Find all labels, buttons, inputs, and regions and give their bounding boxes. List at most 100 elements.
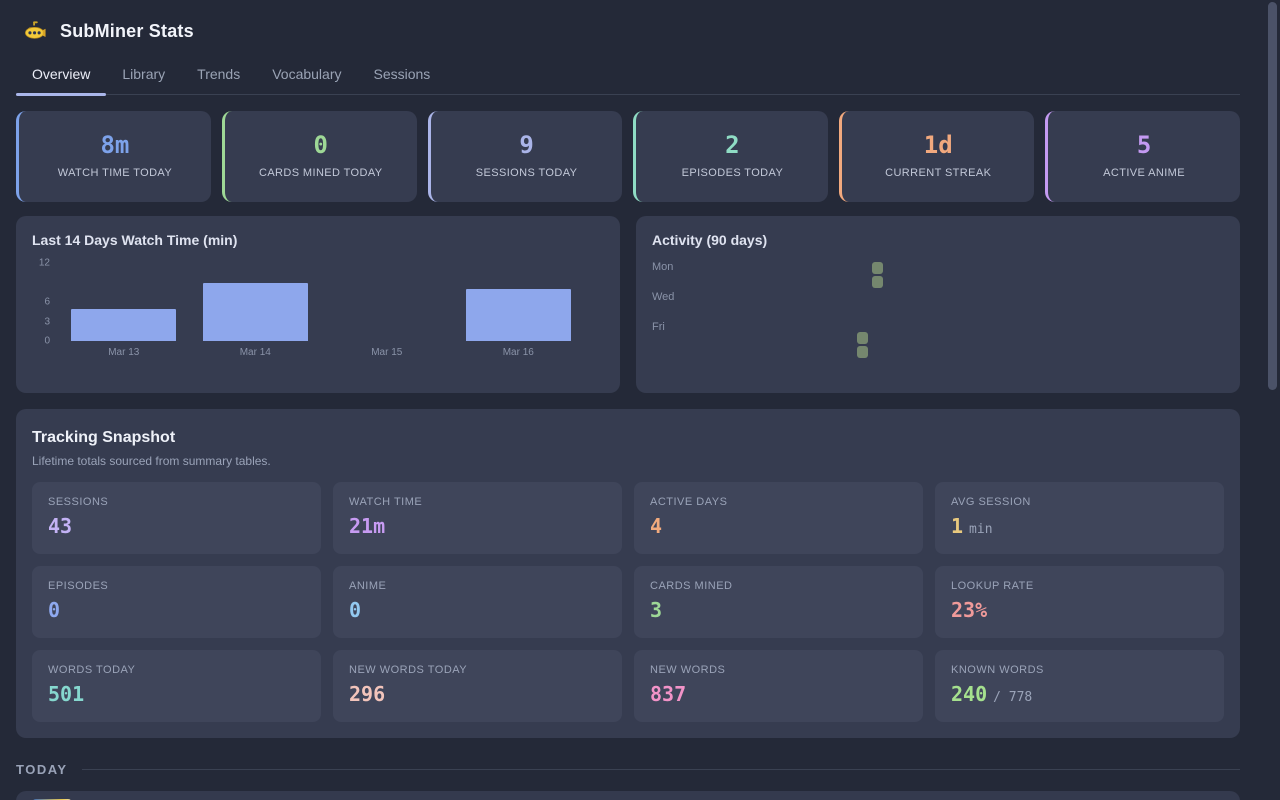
tile-value: 43: [48, 514, 73, 538]
chart-plot-area: [58, 257, 604, 341]
stat-card-watch-time-today: 8m WATCH TIME TODAY: [16, 111, 211, 202]
y-tick-label: 3: [44, 316, 50, 327]
x-tick-label: Mar 16: [502, 347, 534, 358]
snapshot-tile-episodes: EPISODES 0: [32, 566, 321, 638]
tab-bar: Overview Library Trends Vocabulary Sessions: [16, 60, 1240, 96]
snapshot-tile-anime: ANIME 0: [333, 566, 622, 638]
day-label-wed: Wed: [652, 291, 675, 303]
tile-value: 21m: [349, 514, 386, 538]
stat-value: 5: [1136, 131, 1152, 159]
tile-label: EPISODES: [48, 580, 109, 592]
watch-time-chart: 0 3 6 12: [32, 257, 604, 347]
snapshot-tile-active-days: ACTIVE DAYS 4: [634, 482, 923, 554]
heatmap-cell: [857, 332, 868, 344]
tile-value: 296: [349, 682, 386, 706]
tile-value: 23%: [951, 598, 988, 622]
bar-mar-13: [71, 308, 177, 341]
snapshot-tile-words-today: WORDS TODAY 501: [32, 650, 321, 722]
activity-heatmap-panel: Activity (90 days) Mon Wed Fri: [636, 216, 1240, 393]
day-label-fri: Fri: [652, 321, 665, 333]
vertical-scrollbar[interactable]: [1268, 2, 1277, 390]
today-session-card[interactable]: [16, 791, 1240, 800]
bar-mar-14: [202, 282, 308, 341]
tile-value: 240: [951, 682, 988, 706]
tracking-snapshot-title: Tracking Snapshot: [32, 429, 176, 446]
watch-time-chart-panel: Last 14 Days Watch Time (min) 0 3 6 12 Mar …: [16, 216, 620, 393]
snapshot-tile-known-words: KNOWN WORDS 240 / 778: [935, 650, 1224, 722]
stat-label: CARDS MINED TODAY: [258, 167, 383, 179]
stat-value: 2: [725, 131, 740, 159]
stat-card-cards-mined-today: 0 CARDS MINED TODAY: [221, 111, 417, 202]
snapshot-tile-avg-session: AVG SESSION 1 min: [935, 482, 1224, 554]
stat-value: 1d: [923, 131, 953, 159]
tile-value: 4: [650, 514, 663, 538]
stat-value: 0: [313, 131, 328, 159]
tracking-snapshot-subtitle: Lifetime totals sourced from summary tab…: [32, 454, 271, 468]
tab-vocabulary[interactable]: Vocabulary: [256, 60, 357, 94]
tile-suffix: min: [969, 522, 993, 537]
day-label-mon: Mon: [652, 261, 674, 273]
snapshot-tile-grid: SESSIONS 43 WATCH TIME 21m ACTIVE DAYS 4 AVG S…: [32, 482, 1224, 722]
tile-label: KNOWN WORDS: [951, 664, 1044, 676]
tile-label: ACTIVE DAYS: [650, 496, 728, 508]
submarine-icon: [24, 20, 46, 42]
bar-mar-16: [465, 289, 571, 341]
heatmap-cell: [872, 276, 883, 288]
tab-library[interactable]: Library: [106, 60, 181, 94]
y-tick-label: 6: [44, 296, 50, 308]
tile-label: WORDS TODAY: [48, 664, 136, 676]
stat-card-current-streak: 1d CURRENT STREAK: [839, 111, 1035, 202]
app-title: SubMiner Stats: [60, 20, 194, 41]
y-tick-label: 12: [38, 257, 50, 269]
tile-value: 501: [48, 682, 85, 706]
snapshot-tile-lookup-rate: LOOKUP RATE 23%: [935, 566, 1224, 638]
stat-label: SESSIONS TODAY: [475, 167, 578, 179]
stat-label: CURRENT STREAK: [885, 167, 992, 179]
today-divider: [81, 769, 1240, 770]
tile-value: 0: [349, 598, 362, 622]
stat-card-episodes-today: 2 EPISODES TODAY: [633, 111, 829, 202]
tile-label: NEW WORDS: [650, 664, 726, 676]
tab-overview[interactable]: Overview: [16, 60, 107, 96]
tile-label: ANIME: [349, 580, 387, 592]
heatmap-cell: [872, 262, 883, 274]
tile-value: 0: [48, 598, 61, 622]
snapshot-tile-sessions: SESSIONS 43: [32, 482, 321, 554]
tile-label: NEW WORDS TODAY: [349, 664, 468, 676]
tile-suffix: / 778: [993, 690, 1033, 705]
stat-card-active-anime: 5 ACTIVE ANIME: [1045, 111, 1240, 202]
stat-card-sessions-today: 9 SESSIONS TODAY: [427, 111, 623, 202]
snapshot-tile-new-words-today: NEW WORDS TODAY 296: [333, 650, 622, 722]
watch-time-chart-title: Last 14 Days Watch Time (min): [32, 232, 238, 248]
stat-label: WATCH TIME TODAY: [57, 167, 173, 179]
x-tick-label: Mar 15: [371, 347, 403, 358]
chart-y-axis: 0 3 6 12: [32, 257, 58, 347]
stat-value: 8m: [100, 131, 130, 159]
today-stat-cards: 8m WATCH TIME TODAY 0 CARDS MINED TODAY 9 SES…: [16, 111, 1240, 202]
tile-label: SESSIONS: [48, 496, 109, 508]
tile-value: 3: [650, 598, 663, 622]
tile-label: LOOKUP RATE: [951, 580, 1034, 592]
charts-row: Last 14 Days Watch Time (min) 0 3 6 12 Mar …: [16, 216, 1240, 393]
today-label: TODAY: [16, 762, 68, 777]
tile-label: WATCH TIME: [349, 496, 423, 508]
tab-trends[interactable]: Trends: [181, 60, 256, 94]
tile-value: 837: [650, 682, 687, 706]
app-header: SubMiner Stats: [24, 16, 1240, 46]
tile-label: CARDS MINED: [650, 580, 733, 592]
tracking-snapshot-panel: Tracking Snapshot Lifetime totals source…: [16, 409, 1240, 738]
snapshot-tile-cards-mined: CARDS MINED 3: [634, 566, 923, 638]
stat-label: EPISODES TODAY: [681, 167, 784, 179]
heatmap-cell: [857, 346, 868, 358]
tile-value: 1: [951, 514, 964, 538]
snapshot-tile-watch-time: WATCH TIME 21m: [333, 482, 622, 554]
stat-label: ACTIVE ANIME: [1103, 167, 1185, 179]
y-tick-label: 0: [44, 335, 50, 347]
chart-x-axis: Mar 13 Mar 14 Mar 15 Mar 16: [58, 347, 584, 358]
snapshot-tile-new-words: NEW WORDS 837: [634, 650, 923, 722]
activity-title: Activity (90 days): [652, 232, 768, 248]
tile-label: AVG SESSION: [951, 496, 1031, 508]
x-tick-label: Mar 14: [239, 347, 271, 358]
tab-sessions[interactable]: Sessions: [358, 60, 447, 94]
